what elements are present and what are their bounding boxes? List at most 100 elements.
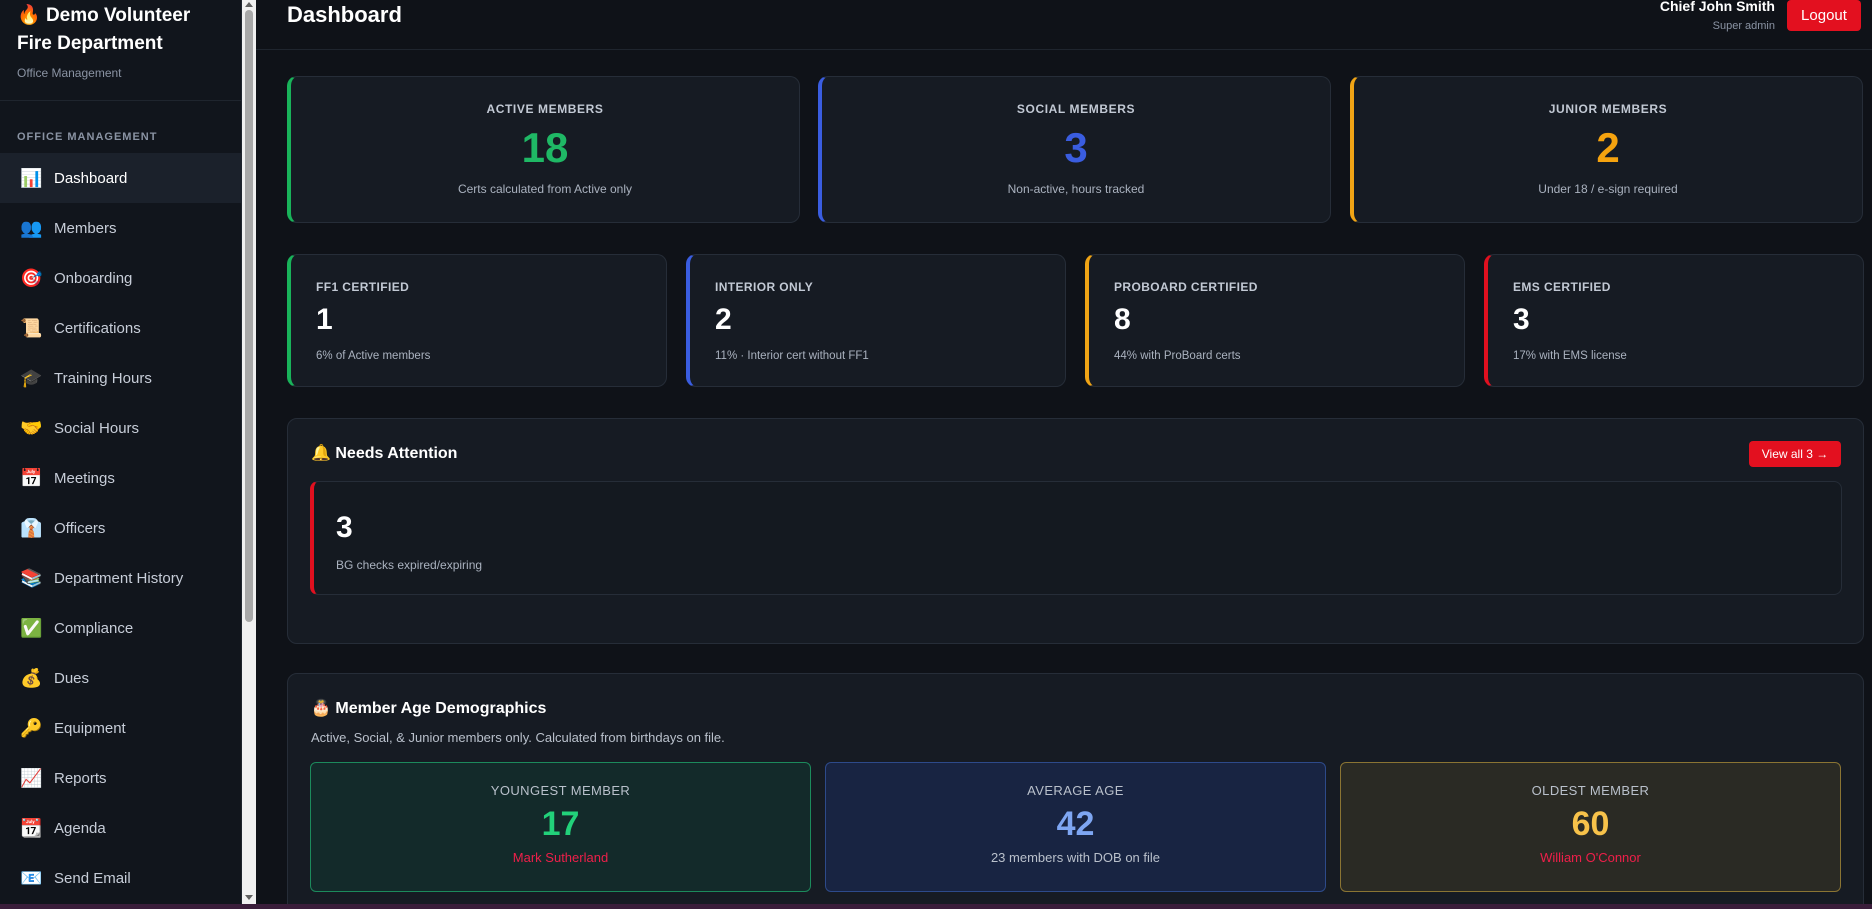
stat-subtext: Non-active, hours tracked: [1007, 182, 1145, 196]
needs-attention-panel: 🔔 Needs Attention View all 3 → 3 BG chec…: [287, 418, 1864, 644]
social-members-card[interactable]: SOCIAL MEMBERS 3 Non-active, hours track…: [818, 76, 1331, 223]
stat-value: 3: [1064, 124, 1088, 171]
stat-label: INTERIOR ONLY: [715, 280, 814, 294]
age-demographics-panel: 🎂 Member Age Demographics Active, Social…: [287, 673, 1864, 904]
view-all-button[interactable]: View all 3 →: [1749, 441, 1841, 467]
user-name: Chief John Smith: [1659, 0, 1775, 14]
proboard-certified-card[interactable]: PROBOARD CERTIFIED 8 44% with ProBoard c…: [1085, 254, 1465, 387]
brand-subtitle: Office Management: [17, 66, 122, 80]
trend-chart-icon: 📈: [20, 768, 43, 788]
bell-icon: 🔔: [311, 445, 331, 462]
stat-value: 8: [1114, 303, 1131, 336]
sidebar-item-reports[interactable]: 📈 Reports: [0, 753, 241, 803]
sidebar-item-label: Reports: [54, 769, 107, 787]
user-info: Chief John Smith Super admin: [1660, 0, 1775, 32]
sidebar-item-dashboard[interactable]: 📊 Dashboard: [0, 153, 241, 203]
interior-only-card[interactable]: INTERIOR ONLY 2 11% · Interior cert with…: [686, 254, 1066, 387]
sidebar-item-label: Meetings: [54, 469, 115, 487]
sidebar-item-agenda[interactable]: 📆 Agenda: [0, 803, 241, 853]
sidebar-item-training-hours[interactable]: 🎓 Training Hours: [0, 353, 241, 403]
email-icon: 📧: [20, 868, 43, 888]
stat-subtext: 6% of Active members: [316, 350, 431, 362]
age-demographics-title-text: Member Age Demographics: [335, 700, 547, 717]
stat-subtext: 17% with EMS license: [1513, 350, 1627, 362]
scroll-icon: 📜: [20, 318, 43, 338]
chart-icon: 📊: [20, 168, 43, 188]
sidebar-item-label: Members: [54, 219, 117, 237]
sidebar-item-compliance[interactable]: ✅ Compliance: [0, 603, 241, 653]
calendar-icon: 📅: [20, 468, 43, 488]
brand-title[interactable]: 🔥 Demo Volunteer Fire Department: [17, 2, 225, 58]
scroll-up-arrow-icon[interactable]: [245, 2, 253, 7]
stat-label: PROBOARD CERTIFIED: [1114, 280, 1258, 294]
sidebar-item-department-history[interactable]: 📚 Department History: [0, 553, 241, 603]
books-icon: 📚: [20, 568, 43, 588]
stat-subtext: Under 18 / e-sign required: [1538, 182, 1678, 196]
sidebar-item-label: Department History: [54, 569, 184, 587]
brand: 🔥 Demo Volunteer Fire Department Office …: [0, 0, 241, 101]
birthday-cake-icon: 🎂: [311, 700, 331, 717]
key-icon: 🔑: [20, 718, 43, 738]
sidebar: 🔥 Demo Volunteer Fire Department Office …: [0, 0, 242, 904]
sidebar-item-onboarding[interactable]: 🎯 Onboarding: [0, 253, 241, 303]
sidebar-item-social-hours[interactable]: 🤝 Social Hours: [0, 403, 241, 453]
sidebar-item-members[interactable]: 👥 Members: [0, 203, 241, 253]
ff1-certified-card[interactable]: FF1 CERTIFIED 1 6% of Active members: [287, 254, 667, 387]
oldest-member-box: OLDEST MEMBER 60 William O'Connor: [1340, 762, 1841, 892]
oldest-member-name[interactable]: William O'Connor: [1540, 850, 1641, 865]
sidebar-item-certifications[interactable]: 📜 Certifications: [0, 303, 241, 353]
stat-value: 18: [521, 124, 569, 171]
money-bag-icon: 💰: [20, 668, 43, 688]
fire-icon: 🔥: [17, 5, 41, 26]
stat-label: EMS CERTIFIED: [1513, 280, 1611, 294]
demo-subtext: 23 members with DOB on file: [990, 850, 1161, 865]
needs-attention-title-text: Needs Attention: [335, 445, 458, 462]
demo-value: 42: [1056, 805, 1095, 843]
age-demographics-description: Active, Social, & Junior members only. C…: [311, 730, 725, 745]
attention-item[interactable]: 3 BG checks expired/expiring: [310, 481, 1842, 595]
brand-title-text: Demo Volunteer Fire Department: [17, 5, 191, 54]
scroll-down-arrow-icon[interactable]: [245, 895, 253, 900]
sidebar-item-meetings[interactable]: 📅 Meetings: [0, 453, 241, 503]
logout-button[interactable]: Logout: [1787, 0, 1861, 31]
sidebar-nav: 📊 Dashboard 👥 Members 🎯 Onboarding 📜 Certifi…: [0, 153, 241, 903]
sidebar-item-label: Agenda: [54, 819, 106, 837]
sidebar-scrollbar[interactable]: [242, 0, 256, 904]
stat-value: 2: [1596, 124, 1620, 171]
sidebar-item-dues[interactable]: 💰 Dues: [0, 653, 241, 703]
sidebar-item-label: Send Email: [54, 869, 131, 887]
sidebar-item-label: Onboarding: [54, 269, 133, 287]
youngest-member-box: YOUNGEST MEMBER 17 Mark Sutherland: [310, 762, 811, 892]
stat-value: 3: [1513, 303, 1530, 336]
sidebar-item-officers[interactable]: 👔 Officers: [0, 503, 241, 553]
bottom-bar: [0, 904, 1872, 909]
stat-subtext: 44% with ProBoard certs: [1114, 350, 1241, 362]
active-members-card[interactable]: ACTIVE MEMBERS 18 Certs calculated from …: [287, 76, 800, 223]
attention-item-label: BG checks expired/expiring: [336, 558, 483, 572]
sidebar-item-label: Dashboard: [54, 169, 128, 187]
junior-members-card[interactable]: JUNIOR MEMBERS 2 Under 18 / e-sign requi…: [1350, 76, 1863, 223]
user-role: Super admin: [1712, 20, 1775, 32]
target-icon: 🎯: [20, 268, 43, 288]
scroll-thumb[interactable]: [245, 10, 253, 622]
demo-value: 17: [541, 805, 580, 843]
sidebar-item-label: Certifications: [54, 319, 141, 337]
average-age-box: AVERAGE AGE 42 23 members with DOB on fi…: [825, 762, 1326, 892]
ems-certified-card[interactable]: EMS CERTIFIED 3 17% with EMS license: [1484, 254, 1864, 387]
sidebar-item-label: Officers: [54, 519, 106, 537]
graduation-cap-icon: 🎓: [20, 368, 43, 388]
sidebar-item-label: Dues: [54, 669, 90, 687]
stat-label: FF1 CERTIFIED: [316, 280, 410, 294]
stat-subtext: Certs calculated from Active only: [457, 182, 633, 196]
sidebar-item-label: Training Hours: [54, 369, 152, 387]
youngest-member-name[interactable]: Mark Sutherland: [512, 850, 609, 865]
sidebar-item-label: Equipment: [54, 719, 126, 737]
sidebar-item-send-email[interactable]: 📧 Send Email: [0, 853, 241, 903]
nav-section-label: OFFICE MANAGEMENT: [17, 131, 158, 143]
handshake-icon: 🤝: [20, 418, 43, 438]
stat-label: ACTIVE MEMBERS: [486, 102, 604, 116]
sidebar-item-equipment[interactable]: 🔑 Equipment: [0, 703, 241, 753]
demo-value: 60: [1571, 805, 1610, 843]
sidebar-item-label: Social Hours: [54, 419, 140, 437]
